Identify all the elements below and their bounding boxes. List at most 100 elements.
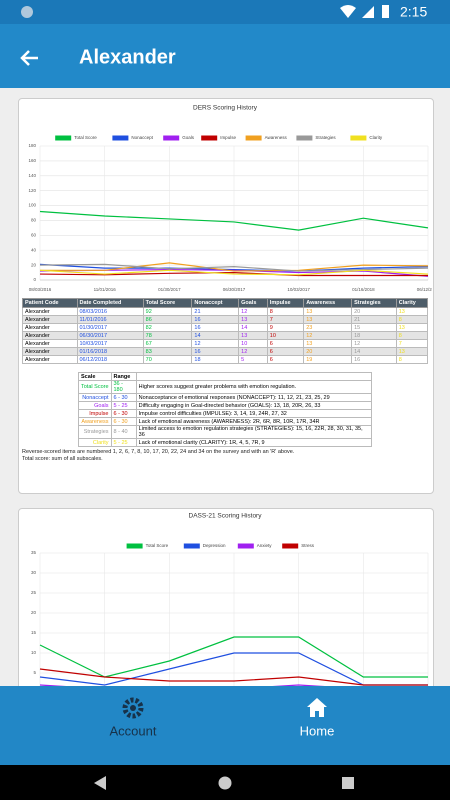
table-header-cell: Range (110, 372, 137, 381)
table-cell: Nonacceptance of emotional responses (NO… (135, 393, 373, 402)
x-tick-label: 10/03/2017 (287, 287, 310, 292)
y-tick-label: 30 (31, 570, 37, 575)
table-row: Strategies 8 - 40 Limited access to emotio… (78, 425, 373, 439)
table-header-row: Patient Code Date Completed Total Score Non… (22, 298, 429, 308)
clock: 2:15 (400, 4, 427, 20)
table-header-cell: Goals (238, 298, 268, 308)
table-cell: Difficulty engaging in Goal-directed beh… (135, 401, 373, 410)
table-cell: Awareness (78, 417, 112, 426)
table-cell: 16 (191, 347, 240, 356)
legend-swatch (163, 135, 180, 141)
table-cell: 13 (395, 307, 429, 316)
table-cell: Impulse (78, 409, 112, 418)
legend-swatch (55, 135, 72, 141)
note: Reverse-scored items are numbered 1, 2, … (22, 449, 295, 455)
table-cell: Total Score (78, 380, 112, 394)
table-cell: 11/01/2016 (76, 315, 144, 324)
table-cell: 10 (266, 331, 305, 340)
table-header-row: Scale Range (78, 372, 373, 381)
y-tick-label: 35 (31, 550, 37, 555)
table-row: Nonaccept 6 - 30 Nonacceptance of emotiona… (78, 393, 373, 402)
table-cell: 70 (142, 355, 193, 364)
table-row: Alexander 11/01/2016 86 16 13 7 13 21 8 (22, 315, 429, 324)
table-cell: Alexander (22, 339, 78, 348)
legend-swatch (282, 543, 299, 549)
table-cell: 6 (266, 347, 305, 356)
table-row: Awareness 6 - 30 Lack of emotional awarene… (78, 417, 373, 426)
system-nav-buttons (94, 776, 354, 790)
table-cell: 10/03/2017 (76, 339, 144, 348)
legend-label: Anxiety (257, 543, 273, 548)
note: Total score: sum of all subscales. (22, 456, 103, 462)
table-cell: Alexander (22, 355, 78, 364)
table-cell: 6 (266, 355, 305, 364)
legend-label: Strategies (315, 135, 336, 140)
table-cell: 83 (142, 347, 193, 356)
table-cell: Alexander (22, 323, 78, 332)
chart-title: DASS-21 Scoring History (189, 513, 263, 520)
account-icon[interactable] (122, 697, 144, 719)
status-icons: 2:15 (21, 4, 427, 20)
nav-item[interactable]: Home (300, 723, 335, 738)
back-button[interactable] (20, 50, 38, 66)
nav-item[interactable]: Account (110, 723, 157, 738)
status-icon (21, 6, 33, 18)
table-cell: 5 - 25 (110, 401, 137, 410)
ders-chart: DERS Scoring History 0 20 40 60 80 100 120 140 16… (28, 105, 432, 292)
table-cell: 6 - 30 (110, 409, 137, 418)
x-tick-label: 06/30/2017 (223, 287, 246, 292)
system-nav (0, 765, 450, 800)
home-key[interactable] (218, 776, 232, 790)
series-line (39, 263, 429, 272)
table-row: Alexander 10/03/2017 67 12 10 6 13 12 7 (22, 339, 429, 348)
table-cell: Higher scores suggest greater problems w… (135, 380, 373, 394)
table-cell: 13 (303, 315, 353, 324)
x-tick-label: 01/30/2017 (158, 287, 181, 292)
app-title: Alexander (79, 46, 176, 68)
table-cell: 08/03/2016 (76, 307, 144, 316)
table-cell: 8 (395, 331, 429, 340)
table-cell: 6 - 30 (110, 417, 137, 426)
table-cell: 16 (191, 315, 240, 324)
table-cell: Lack of emotional awareness (AWARENESS):… (135, 417, 373, 426)
chart-title: DERS Scoring History (193, 105, 258, 112)
legend-swatch (296, 135, 313, 141)
table-row: Alexander 01/16/2018 83 16 12 6 20 14 13 (22, 347, 429, 356)
table-cell: 12 (238, 347, 268, 356)
table-cell: 14 (351, 347, 397, 356)
legend-label: Goals (182, 135, 195, 140)
legend-label: Clarity (369, 135, 383, 140)
table-cell: 8 (395, 355, 429, 364)
y-tick-label: 140 (28, 173, 36, 178)
app-bar: Alexander (0, 24, 450, 88)
home-icon[interactable] (307, 698, 327, 717)
table-cell: Strategies (78, 425, 112, 439)
table-cell: 06/30/2017 (76, 331, 144, 340)
table-cell: 7 (395, 339, 429, 348)
table-header-cell: Patient Code (22, 298, 78, 308)
legend-label: Depression (203, 543, 226, 548)
table-cell: 10 (238, 339, 268, 348)
table-cell: 13 (395, 323, 429, 332)
back-key[interactable] (94, 776, 106, 790)
table-cell: 13 (303, 339, 353, 348)
table-row: Total Score 36 - 180 Higher scores suggest… (78, 380, 373, 394)
table-cell: 14 (238, 323, 268, 332)
recents-key[interactable] (342, 777, 354, 789)
x-tick-label: 01/16/2018 (352, 287, 375, 292)
table-header-cell (135, 372, 373, 381)
table-cell: 18 (351, 331, 397, 340)
battery-icon (382, 5, 389, 18)
table-header-cell: Date Completed (76, 298, 144, 308)
table-cell: 9 (266, 323, 305, 332)
y-tick-label: 25 (31, 590, 37, 595)
table-cell: Alexander (22, 307, 78, 316)
table-cell: 20 (351, 307, 397, 316)
ders-table: Patient Code Date Completed Total Score Non… (22, 298, 429, 364)
table-cell: 12 (351, 339, 397, 348)
bottom-nav: Account Home (0, 686, 450, 765)
table-cell: 15 (351, 323, 397, 332)
table-header-cell: Total Score (142, 298, 193, 308)
status-bar: 2:15 (0, 0, 450, 24)
